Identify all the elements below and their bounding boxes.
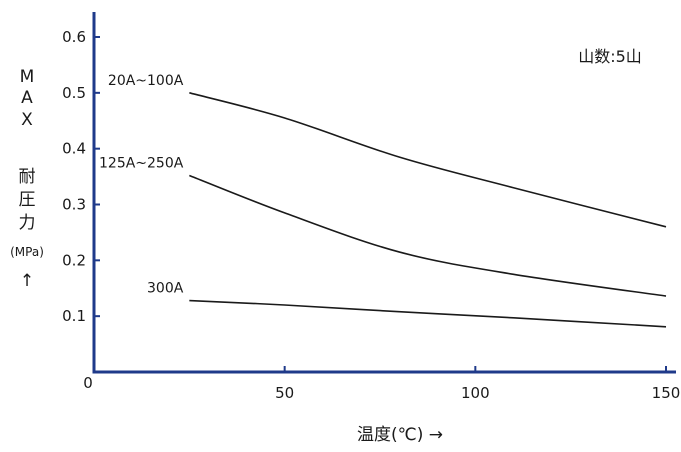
y-axis-label: MAX 耐圧力 (MPa) ↑ — [10, 67, 44, 291]
series-labels: 20A~100A 125A~250A 300A — [99, 73, 184, 297]
y-axis-label-line: (MPa) — [10, 245, 44, 259]
y-axis-label-line: 圧 — [19, 190, 36, 210]
series-line-3 — [189, 299, 667, 328]
series-lines — [189, 92, 667, 328]
y-tick-label: 0.5 — [62, 84, 86, 102]
x-tick-label: 100 — [461, 384, 490, 402]
y-axis-label-line: M — [20, 67, 35, 87]
annotation-thread-count: 山数:5山 — [578, 47, 642, 66]
axes — [92, 12, 676, 374]
y-axis-label-line: X — [21, 110, 33, 130]
series-label-3: 300A — [147, 281, 184, 297]
x-axis-label: 温度(℃) → — [357, 425, 443, 445]
series-line-2 — [189, 174, 667, 297]
y-tick-label: 0.4 — [62, 140, 86, 158]
series-line-1 — [189, 92, 667, 228]
x-tick-label: 50 — [275, 384, 294, 402]
y-tick-label: 0.6 — [62, 28, 86, 46]
y-axis-label-line: 耐 — [19, 167, 36, 187]
series-label-1: 20A~100A — [108, 73, 184, 89]
y-tick-label: 0.1 — [62, 307, 86, 325]
series-label-2: 125A~250A — [99, 155, 184, 171]
y-axis-label-line: ↑ — [20, 271, 34, 291]
y-axis-label-line: 力 — [19, 213, 36, 233]
y-tick-label: 0.3 — [62, 196, 86, 214]
tick-labels: 0.1 0.2 0.3 0.4 0.5 0.6 50 100 150 — [62, 28, 680, 402]
origin-label: 0 — [83, 374, 93, 392]
y-tick-label: 0.2 — [62, 251, 86, 269]
x-tick-label: 150 — [652, 384, 681, 402]
y-axis-label-line: A — [21, 88, 33, 108]
